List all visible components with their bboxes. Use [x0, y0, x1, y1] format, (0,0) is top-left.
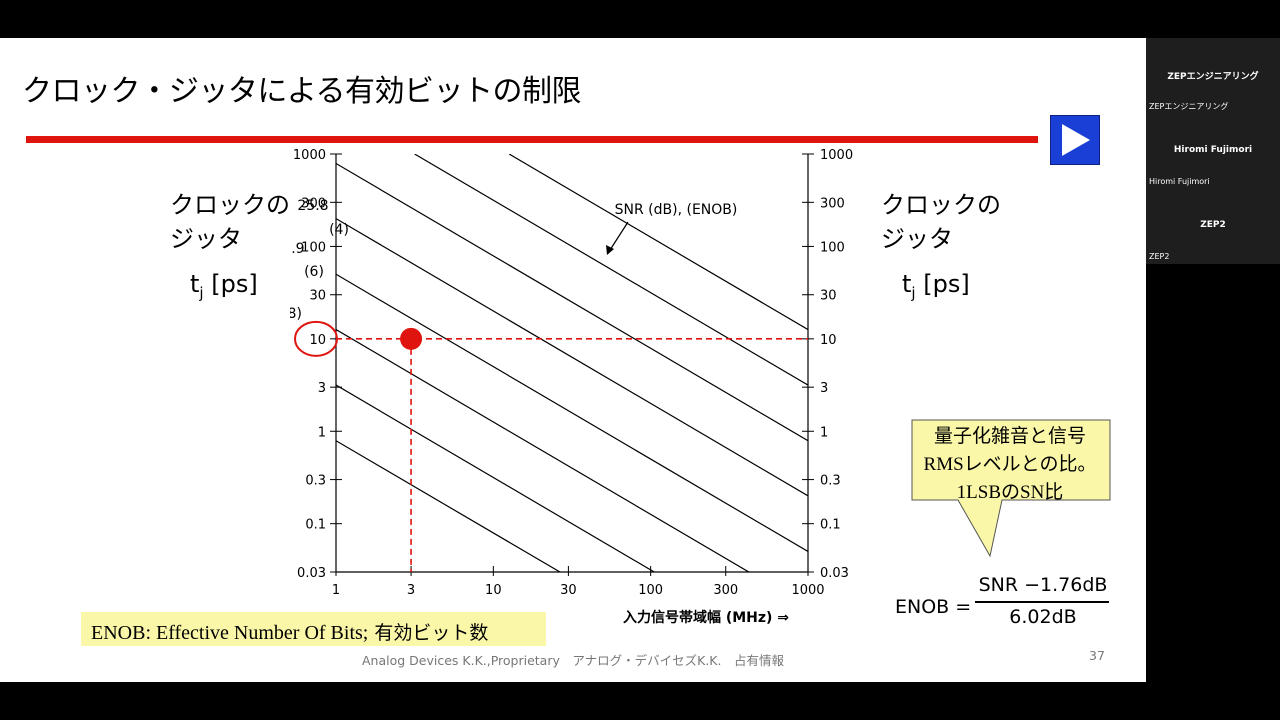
y-tick-label-left: 0.03	[297, 566, 326, 581]
y-tick-label-right: 1000	[820, 148, 853, 163]
snr-line	[336, 218, 808, 497]
x-tick-label: 30	[560, 583, 577, 598]
x-tick-label: 1000	[791, 583, 824, 598]
callout-text: 量子化雑音と信号 RMSレベルとの比。 1LSBのSN比	[912, 423, 1108, 507]
slide-footer: Analog Devices K.K.,Proprietary アナログ・デバイ…	[362, 653, 784, 668]
title-underline	[26, 136, 1038, 143]
formula-denominator: 6.02dB	[1009, 606, 1077, 628]
x-tick-label: 10	[485, 583, 502, 598]
snr-label: 25.8	[297, 198, 328, 214]
jitter-chart: 0.03 0.03 0.1 0.1 0.3 0.3 1 1 3 3 10 10 30 30 100 100 30…	[290, 148, 853, 626]
annotation-arrow	[609, 221, 629, 251]
participant-panel: ZEPエンジニアリング ZEPエンジニアリング Hiromi Fujimori …	[1146, 38, 1280, 264]
participant-label: Hiromi Fujimori	[1149, 177, 1210, 186]
enob-label: (6)	[304, 264, 324, 280]
x-tick-label: 1	[332, 583, 340, 598]
y-tick-label-left: 3	[318, 381, 326, 396]
right-axis-label: クロックの ジッタ	[881, 188, 1001, 256]
tj-unit: [ps]	[203, 270, 258, 298]
play-icon	[1062, 124, 1090, 156]
snr-line	[336, 329, 751, 572]
formula-lhs: ENOB =	[895, 596, 972, 618]
snr-label: 37.9	[290, 241, 305, 257]
y-tick-label-left: 0.3	[305, 474, 326, 489]
participant-tile[interactable]: ZEPエンジニアリング ZEPエンジニアリング	[1146, 38, 1280, 113]
tj-subscript-right: j	[911, 283, 916, 302]
annotation-arrowhead	[606, 245, 614, 255]
left-axis-label: クロックの ジッタ	[170, 188, 290, 256]
formula-fraction-bar	[975, 601, 1109, 603]
y-tick-label-right: 30	[820, 289, 837, 304]
page-number: 37	[1089, 648, 1105, 663]
y-tick-label-right: 100	[820, 240, 845, 255]
y-tick-label-right: 300	[820, 196, 845, 211]
callout-line-2: RMSレベルとの比。	[923, 454, 1097, 475]
x-tick-label: 3	[407, 583, 415, 598]
slide-title: クロック・ジッタによる有効ビットの制限	[22, 74, 582, 109]
participant-label: ZEP2	[1149, 252, 1170, 261]
highlight-tick-circle	[294, 320, 338, 357]
y-tick-label-right: 1	[820, 425, 828, 440]
participant-tile[interactable]: Hiromi Fujimori Hiromi Fujimori	[1146, 113, 1280, 188]
right-axis-label-line2: ジッタ	[881, 225, 953, 253]
enob-label: (8)	[290, 306, 302, 322]
left-axis-label-line1: クロックの	[170, 191, 290, 219]
left-axis-label-line2: ジッタ	[170, 225, 242, 253]
formula-numerator: SNR −1.76dB	[978, 574, 1108, 596]
y-tick-label-left: 300	[301, 196, 326, 211]
participant-tile[interactable]: ZEP2 ZEP2	[1146, 188, 1280, 263]
left-axis-unit: tj [ps]	[190, 270, 258, 302]
tj-symbol-right: t	[902, 270, 912, 298]
callout-line-1: 量子化雑音と信号	[933, 426, 1086, 447]
y-tick-label-left: 0.1	[305, 518, 326, 533]
snr-line	[336, 162, 808, 442]
y-tick-label-left: 1	[318, 425, 326, 440]
tj-unit-right: [ps]	[915, 270, 970, 298]
x-axis-label: 入力信号帯域幅 (MHz) ⇒	[623, 609, 789, 626]
snr-line	[508, 154, 808, 331]
enob-definition-jp: 有効ビット数	[374, 622, 489, 644]
right-axis-label-line1: クロックの	[881, 191, 1001, 219]
y-tick-label-left: 30	[309, 289, 326, 304]
y-tick-label-right: 0.03	[820, 566, 849, 581]
snr-line	[336, 273, 808, 553]
y-tick-label-right: 10	[820, 333, 837, 348]
participant-name: ZEP2	[1200, 220, 1226, 230]
operating-point-marker	[400, 327, 423, 350]
snr-line	[336, 384, 656, 572]
tj-symbol: t	[190, 270, 200, 298]
y-tick-label-left: 100	[301, 240, 326, 255]
participant-name: ZEPエンジニアリング	[1167, 72, 1259, 82]
y-tick-label-right: 0.3	[820, 474, 841, 489]
callout-line-3: 1LSBのSN比	[956, 482, 1064, 503]
snr-line	[414, 154, 808, 386]
enob-definition-box: ENOB: Effective Number Of Bits; 有効ビット数	[81, 612, 546, 646]
x-tick-label: 100	[638, 583, 663, 598]
snr-annotation: SNR (dB), (ENOB)	[615, 202, 738, 218]
play-button[interactable]	[1050, 115, 1100, 165]
callout-bubble	[911, 419, 1111, 558]
y-tick-label-right: 0.1	[820, 518, 841, 533]
enob-label: (4)	[329, 222, 349, 238]
x-tick-label: 300	[713, 583, 738, 598]
participant-label: ZEPエンジニアリング	[1149, 102, 1229, 111]
participant-name: Hiromi Fujimori	[1173, 145, 1253, 155]
slide: クロック・ジッタによる有効ビットの制限 クロックの ジッタ tj [ps] クロ…	[0, 38, 1146, 682]
y-tick-label-left: 10	[309, 333, 326, 348]
y-tick-label-right: 3	[820, 381, 828, 396]
snr-line	[336, 440, 562, 572]
right-axis-unit: tj [ps]	[902, 270, 970, 302]
y-tick-label-left: 1000	[293, 148, 326, 163]
tj-subscript: j	[199, 283, 204, 302]
enob-definition-text: ENOB: Effective Number Of Bits;	[91, 622, 369, 644]
